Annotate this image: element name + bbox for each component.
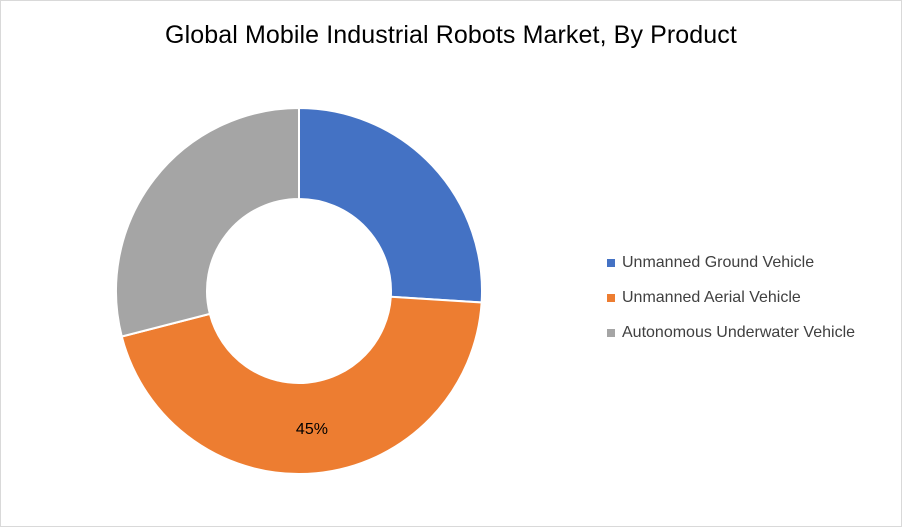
legend-swatch [607,259,615,267]
data-labels: 45% [296,421,328,438]
data-label: 45% [296,421,328,438]
legend-item: Unmanned Aerial Vehicle [607,280,855,315]
legend-swatch [607,329,615,337]
donut-slices [116,108,482,474]
legend-item: Autonomous Underwater Vehicle [607,315,855,350]
slice-autonomous-underwater-vehicle [116,108,299,337]
legend-item: Unmanned Ground Vehicle [607,245,855,280]
legend-label: Unmanned Aerial Vehicle [622,289,801,307]
legend-swatch [607,294,615,302]
legend-label: Autonomous Underwater Vehicle [622,324,855,342]
legend-label: Unmanned Ground Vehicle [622,254,814,272]
slice-unmanned-ground-vehicle [299,108,482,302]
chart-legend: Unmanned Ground Vehicle Unmanned Aerial V… [607,245,855,350]
